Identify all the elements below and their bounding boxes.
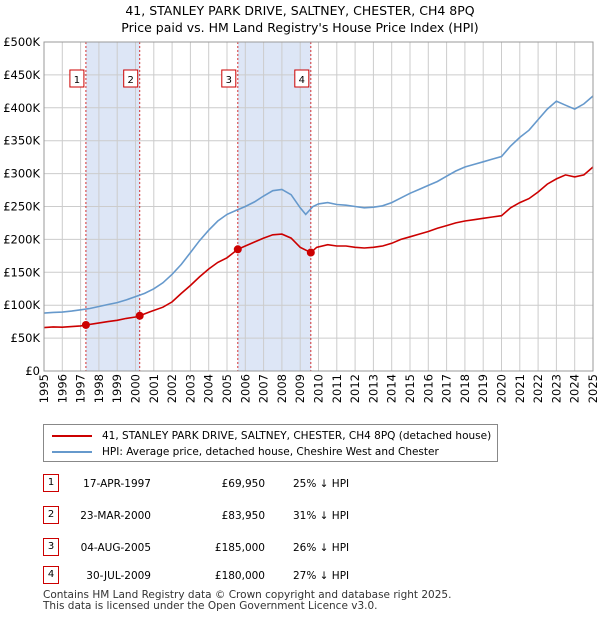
legend-label-property: 41, STANLEY PARK DRIVE, SALTNEY, CHESTER… — [102, 430, 492, 442]
x-tick-label: 2013 — [366, 374, 380, 403]
sale-badge: 2 — [43, 506, 59, 524]
y-tick-label: £200K — [3, 232, 40, 246]
sale-label-box — [69, 69, 85, 88]
x-tick-label: 2024 — [568, 374, 582, 403]
sale-label-number: 3 — [226, 75, 232, 86]
x-tick-label: 2018 — [458, 374, 472, 403]
title-line-2: Price paid vs. HM Land Registry's House … — [121, 20, 479, 35]
x-tick-label: 2003 — [183, 374, 197, 403]
sale-label-number: 2 — [128, 75, 134, 86]
x-tick-label: 1996 — [55, 374, 69, 403]
y-tick-label: £50K — [11, 331, 41, 345]
y-tick-label: £250K — [3, 200, 40, 214]
sale-hpi-diff: 31% ↓ HPI — [293, 510, 350, 522]
sale-price: £83,950 — [221, 510, 265, 522]
x-tick-label: 2004 — [202, 374, 216, 403]
x-tick-label: 2019 — [476, 374, 490, 403]
sale-point — [233, 245, 242, 254]
sale-label-number: 4 — [299, 75, 305, 86]
sale-label-box — [123, 69, 139, 88]
plot-frame — [43, 41, 594, 372]
sale-badge: 1 — [43, 474, 59, 492]
sale-label-box — [294, 69, 310, 88]
y-tick-label: £0 — [25, 364, 40, 378]
price-chart: £0 £50K £100K £150K £200K £250K £300K £350K £400… — [3, 35, 600, 403]
sale-hpi-diff: 27% ↓ HPI — [293, 570, 350, 582]
y-tick-label: £300K — [3, 167, 40, 181]
y-tick-label: £100K — [3, 298, 40, 312]
y-tick-label: £350K — [3, 134, 40, 148]
footer: Contains HM Land Registry data © Crown c… — [43, 590, 451, 612]
sale-badge: 4 — [43, 566, 59, 584]
sale-badge: 3 — [43, 538, 59, 556]
x-tick-label: 2008 — [275, 374, 289, 403]
footer-licence: This data is licensed under the Open Gov… — [43, 600, 378, 612]
sale-point — [306, 248, 315, 257]
x-tick-label: 2002 — [165, 374, 179, 403]
x-tick-label: 2006 — [238, 374, 252, 403]
x-tick-label: 2000 — [129, 374, 143, 403]
x-tick-label: 2010 — [312, 374, 326, 403]
legend-line-hpi — [52, 451, 92, 453]
chart-legend: 41, STANLEY PARK DRIVE, SALTNEY, CHESTER… — [43, 424, 498, 462]
sale-label-number: 1 — [74, 75, 80, 86]
legend-line-property — [52, 435, 92, 437]
y-tick-label: £150K — [3, 265, 40, 279]
legend-label-hpi: HPI: Average price, detached house, Ches… — [102, 446, 439, 458]
y-tick-label: £400K — [3, 101, 40, 115]
x-tick-label: 2021 — [513, 374, 527, 403]
x-tick-label: 2022 — [531, 374, 545, 403]
legend-item-hpi: HPI: Average price, detached house, Ches… — [52, 444, 439, 460]
sale-price: £69,950 — [221, 478, 265, 490]
footer-copyright: Contains HM Land Registry data © Crown c… — [43, 589, 452, 601]
x-tick-label: 2014 — [385, 374, 399, 403]
hpi-line — [43, 95, 594, 314]
y-tick-label: £450K — [3, 68, 40, 82]
title-line-1: 41, STANLEY PARK DRIVE, SALTNEY, CHESTER… — [125, 3, 475, 18]
x-tick-label: 2015 — [403, 374, 417, 403]
x-tick-label: 2023 — [549, 374, 563, 403]
sale-label-box — [221, 69, 237, 88]
sale-point — [135, 311, 144, 320]
sale-date: 17-APR-1997 — [83, 478, 151, 490]
x-tick-label: 2005 — [220, 374, 234, 403]
sale-date: 04-AUG-2005 — [80, 542, 151, 554]
legend-item-property: 41, STANLEY PARK DRIVE, SALTNEY, CHESTER… — [52, 428, 491, 444]
x-tick-label: 2012 — [348, 374, 362, 403]
sale-price: £185,000 — [214, 542, 265, 554]
x-tick-label: 1995 — [37, 374, 51, 403]
sale-date: 23-MAR-2000 — [80, 510, 151, 522]
sale-price: £180,000 — [214, 570, 265, 582]
x-tick-label: 2001 — [147, 374, 161, 403]
x-tick-label: 2016 — [421, 374, 435, 403]
x-tick-label: 2009 — [293, 374, 307, 403]
sale-date: 30-JUL-2009 — [86, 570, 151, 582]
x-tick-label: 1999 — [110, 374, 124, 403]
x-tick-label: 2017 — [440, 374, 454, 403]
sale-hpi-diff: 26% ↓ HPI — [293, 542, 350, 554]
sale-hpi-diff: 25% ↓ HPI — [293, 478, 350, 490]
x-tick-label: 2025 — [586, 374, 600, 403]
property-price-line — [43, 166, 594, 329]
x-tick-label: 2020 — [495, 374, 509, 403]
x-tick-label: 1997 — [74, 374, 88, 403]
chart-title: 41, STANLEY PARK DRIVE, SALTNEY, CHESTER… — [0, 2, 600, 36]
sale-point — [81, 320, 90, 329]
x-tick-label: 1998 — [92, 374, 106, 403]
x-tick-label: 2011 — [330, 374, 344, 403]
y-tick-label: £500K — [3, 35, 40, 49]
x-tick-label: 2007 — [257, 374, 271, 403]
